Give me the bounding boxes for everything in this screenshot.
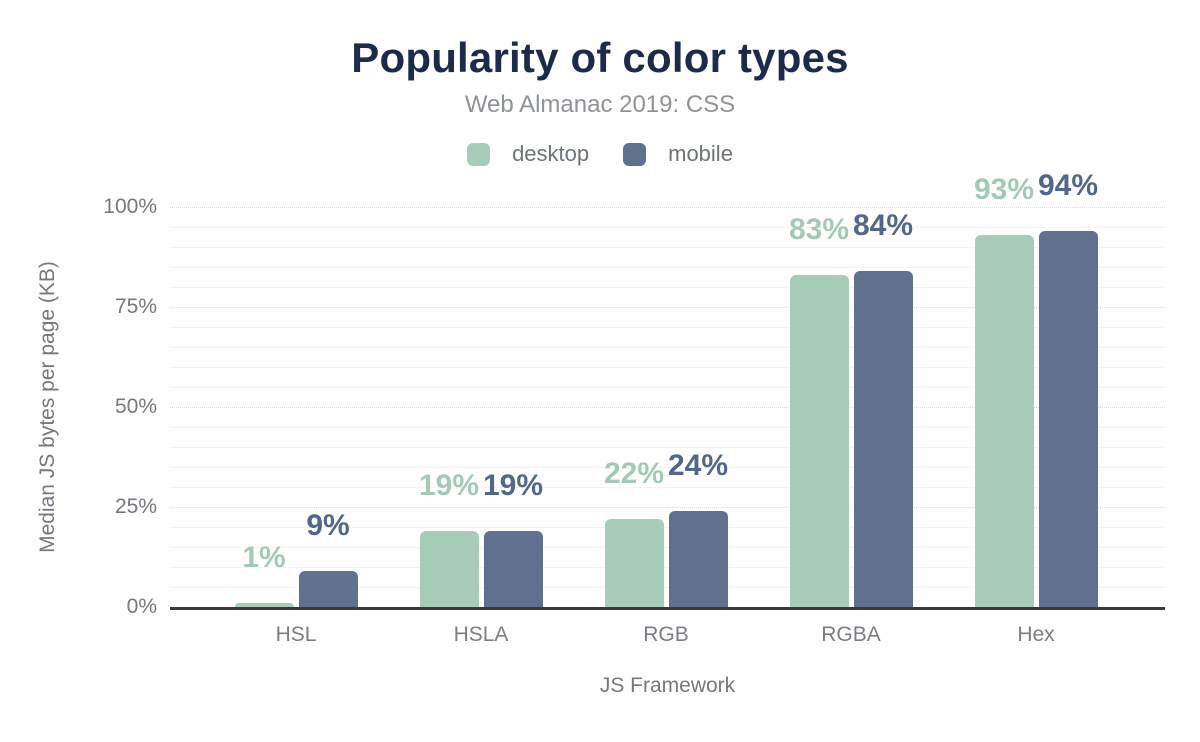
- gridline: [170, 527, 1165, 528]
- gridline: [170, 287, 1165, 288]
- bar-hex-mobile[interactable]: [1038, 231, 1098, 607]
- y-tick-label-25: 25%: [114, 495, 157, 518]
- gridline: [170, 507, 1165, 508]
- bar-hsl-mobile[interactable]: [298, 571, 358, 607]
- bar-hsl-desktop[interactable]: [234, 603, 294, 607]
- gridline: [170, 247, 1165, 248]
- bar-hsla-desktop[interactable]: [419, 531, 479, 607]
- gridline: [170, 327, 1165, 328]
- bar-rgb-mobile[interactable]: [668, 511, 728, 607]
- y-tick-label-0: 0%: [126, 595, 157, 618]
- value-label-hsla-desktop: 19%: [418, 469, 480, 502]
- value-label-hsl-desktop: 1%: [242, 541, 286, 574]
- gridline: [170, 307, 1165, 308]
- chart-title: Popularity of color types: [351, 34, 849, 81]
- value-label-hsl-mobile: 9%: [306, 509, 350, 542]
- gridline: [170, 467, 1165, 468]
- bar-hex-desktop[interactable]: [974, 235, 1034, 607]
- x-axis-line: [170, 607, 1165, 610]
- value-label-rgba-mobile: 84%: [852, 209, 914, 242]
- x-tick-label-hsl: HSL: [275, 623, 317, 646]
- gridline: [170, 347, 1165, 348]
- value-label-rgb-desktop: 22%: [603, 457, 665, 490]
- value-label-hex-desktop: 93%: [973, 173, 1035, 206]
- x-tick-label-rgb: RGB: [643, 623, 689, 646]
- value-label-rgb-mobile: 24%: [667, 449, 729, 482]
- x-tick-label-hex: Hex: [1017, 623, 1055, 646]
- legend-swatch-desktop: [467, 142, 491, 166]
- gridline: [170, 447, 1165, 448]
- gridline: [170, 567, 1165, 568]
- bar-rgba-mobile[interactable]: [853, 271, 913, 607]
- bar-hsla-mobile[interactable]: [483, 531, 543, 607]
- gridline: [170, 387, 1165, 388]
- legend-label-desktop: desktop: [512, 141, 590, 166]
- x-axis-title: JS Framework: [599, 674, 736, 697]
- legend-item-mobile[interactable]: mobile: [623, 141, 733, 167]
- x-tick-label-rgba: RGBA: [821, 623, 881, 646]
- gridline: [170, 547, 1165, 548]
- gridline: [170, 207, 1165, 208]
- legend-label-mobile: mobile: [668, 141, 733, 166]
- value-label-hex-mobile: 94%: [1037, 169, 1099, 202]
- value-label-hsla-mobile: 19%: [482, 469, 544, 502]
- plot-area: 0% 25% 50% 75% 100% HSL 1% 9% HSLA 19% 19% RGB 22% 24…: [103, 171, 1165, 646]
- gridline: [170, 427, 1165, 428]
- bar-rgba-desktop[interactable]: [789, 275, 849, 607]
- gridline: [170, 487, 1165, 488]
- bar-rgb-desktop[interactable]: [604, 519, 664, 607]
- legend-item-desktop[interactable]: desktop: [467, 141, 589, 167]
- gridline: [170, 267, 1165, 268]
- gridline: [170, 587, 1165, 588]
- x-tick-label-hsla: HSLA: [453, 623, 509, 646]
- gridline: [170, 407, 1165, 408]
- y-tick-label-50: 50%: [114, 395, 157, 418]
- chart-subtitle: Web Almanac 2019: CSS: [464, 91, 736, 118]
- y-tick-label-75: 75%: [114, 295, 157, 318]
- gridline: [170, 367, 1165, 368]
- gridline: [170, 227, 1165, 228]
- y-tick-label-100: 100%: [103, 195, 157, 218]
- legend-swatch-mobile: [623, 142, 647, 166]
- y-axis-title: Median JS bytes per page (KB): [36, 261, 59, 553]
- legend: desktop mobile: [0, 141, 1200, 167]
- value-label-rgba-desktop: 83%: [788, 213, 850, 246]
